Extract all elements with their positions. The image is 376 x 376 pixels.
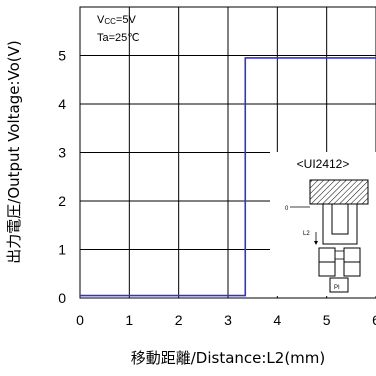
- x-tick-label-0: 0: [76, 312, 84, 328]
- condition-ta: Ta=25℃: [97, 32, 140, 44]
- x-tick-label-2: 2: [175, 312, 183, 328]
- y-axis-title: 出力電圧/Output Voltage:Vo(V): [5, 40, 23, 263]
- y-tick-labels: 0 1 2 3 4 5: [58, 48, 66, 307]
- x-tick-labels: 0 1 2 3 4 5 6: [76, 312, 376, 328]
- inset-title: <UI2412>: [297, 157, 350, 171]
- x-tick-label-4: 4: [273, 312, 281, 328]
- y-tick-label-5: 5: [58, 48, 66, 64]
- distance-arrowhead: [314, 241, 318, 245]
- sensor-body: [322, 204, 358, 245]
- x-tick-label-5: 5: [323, 312, 331, 328]
- shield-plate: [309, 179, 369, 205]
- sensor-leg-left: [318, 261, 336, 277]
- sensor-leg-right: [343, 261, 361, 277]
- sensor-slot: [331, 203, 349, 235]
- x-tick-label-3: 3: [224, 312, 232, 328]
- origin-label: 0: [285, 206, 289, 212]
- y-tick-label-0: 0: [58, 290, 66, 306]
- distance-label: L2: [303, 231, 310, 237]
- y-tick-label-2: 2: [58, 193, 66, 209]
- x-tick-label-1: 1: [125, 312, 133, 328]
- y-tick-label-4: 4: [58, 96, 66, 112]
- chip-box: [329, 277, 349, 293]
- series-line-0: [80, 57, 376, 297]
- chip-label: PI: [334, 285, 340, 291]
- y-tick-label-1: 1: [58, 242, 66, 258]
- x-axis-title: 移動距離/Distance:L2(mm): [131, 349, 326, 367]
- sensor-diagram: <UI2412> 0 L2 PI: [270, 152, 376, 296]
- condition-vcc: VCC=5V: [97, 14, 136, 26]
- y-tick-label-3: 3: [58, 145, 66, 161]
- x-tick-label-6: 6: [372, 312, 376, 328]
- series-layer: [80, 57, 376, 297]
